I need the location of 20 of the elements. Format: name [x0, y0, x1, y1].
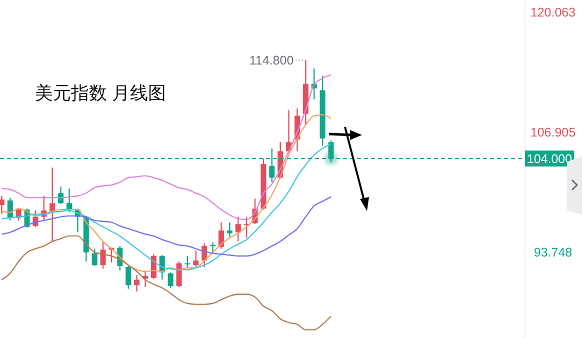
candlestick [134, 274, 140, 292]
y-tick-label: 106.905 [530, 125, 576, 140]
candlestick [184, 255, 190, 268]
candlestick [193, 250, 199, 268]
candlestick [0, 195, 4, 215]
candlestick [235, 216, 241, 242]
candlestick [218, 222, 224, 250]
candlestick [66, 188, 72, 213]
y-tick-label: 120.063 [530, 6, 576, 20]
text: 美元指数 月线图 [35, 83, 166, 103]
candlestick [126, 265, 132, 290]
ref-line-label: 104.000 [526, 152, 572, 166]
annotation: 114.800 [249, 54, 294, 68]
candlestick [176, 260, 182, 288]
candlestick [168, 272, 174, 288]
candlestick [100, 240, 106, 270]
candlestick [92, 248, 98, 267]
y-tick-label: 93.748 [534, 245, 572, 260]
candlestick [226, 222, 232, 238]
line-series [1, 235, 332, 330]
